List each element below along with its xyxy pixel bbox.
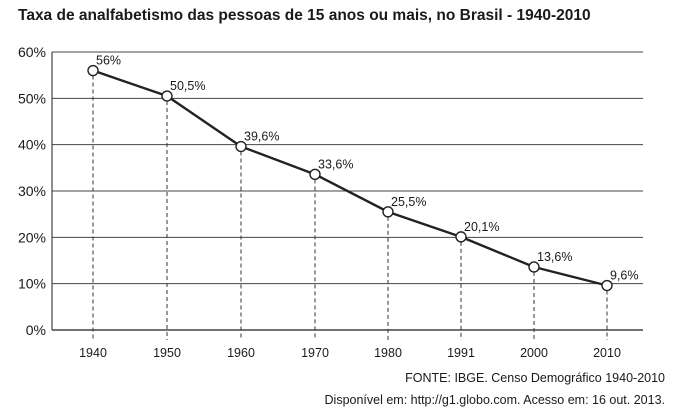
- y-tick-label: 0%: [26, 322, 46, 338]
- x-tick-label: 1991: [447, 346, 475, 360]
- x-tick-label: 1960: [227, 346, 255, 360]
- source-note: FONTE: IBGE. Censo Demográfico 1940-2010: [405, 371, 665, 385]
- data-label: 20,1%: [464, 220, 499, 234]
- x-tick-label: 1970: [301, 346, 329, 360]
- data-point: [455, 231, 467, 243]
- x-tick-label: 1980: [374, 346, 402, 360]
- y-tick-label: 10%: [18, 276, 46, 292]
- data-label: 25,5%: [391, 195, 426, 209]
- data-point: [309, 168, 321, 181]
- data-point: [161, 90, 173, 102]
- y-tick-label: 40%: [18, 137, 46, 153]
- availability-note: Disponível em: http://g1.globo.com. Aces…: [324, 393, 665, 407]
- y-tick-label: 20%: [18, 229, 46, 245]
- y-tick-label: 50%: [18, 90, 46, 106]
- data-point: [601, 279, 613, 292]
- data-label: 39,6%: [244, 130, 279, 144]
- data-point: [235, 140, 247, 153]
- data-point: [87, 64, 99, 77]
- chart-title: Taxa de analfabetismo das pessoas de 15 …: [18, 7, 591, 24]
- y-tick-label: 30%: [18, 183, 46, 199]
- x-tick-label: 1940: [79, 346, 107, 360]
- x-tick-label: 2000: [520, 346, 548, 360]
- x-tick-label: 2010: [593, 346, 621, 360]
- data-label: 9,6%: [610, 269, 639, 283]
- x-tick-label: 1950: [153, 346, 181, 360]
- y-tick-label: 60%: [18, 44, 46, 60]
- data-label: 13,6%: [537, 250, 572, 264]
- data-label: 33,6%: [318, 157, 353, 171]
- series-line: [92, 69, 608, 287]
- data-point: [382, 206, 394, 218]
- data-label: 56%: [96, 54, 121, 68]
- data-label: 50,5%: [170, 79, 205, 93]
- data-point: [528, 261, 540, 273]
